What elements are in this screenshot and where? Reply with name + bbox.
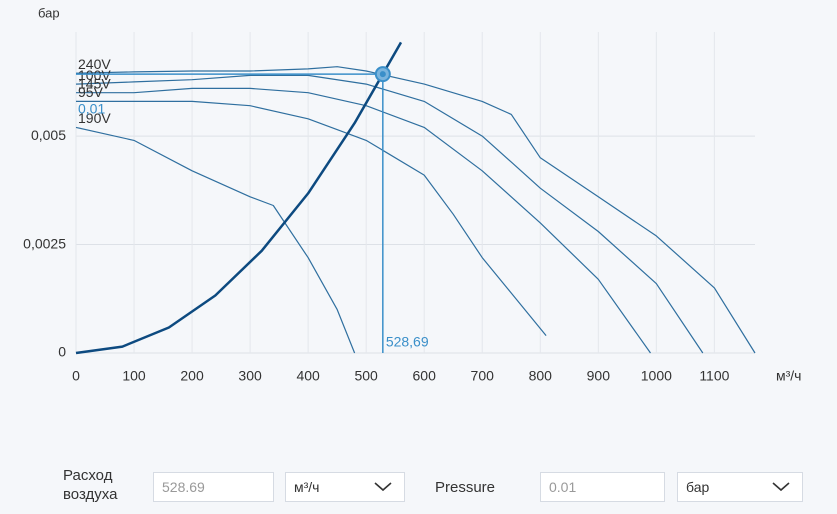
flow-label: Расход воздуха — [63, 467, 118, 503]
y-tick-label: 0,005 — [31, 127, 66, 143]
pressure-unit: бар — [686, 479, 710, 495]
pressure-label: Pressure — [435, 479, 496, 496]
flow-unit-select[interactable]: м³/ч — [285, 472, 405, 502]
fan-curve — [75, 74, 704, 354]
pressure-input[interactable]: 0.01 — [540, 472, 665, 502]
chevron — [772, 482, 790, 492]
series-label: 190V — [78, 110, 111, 126]
x-tick-label: 1000 — [641, 368, 672, 384]
x-tick-label: 1100 — [699, 368, 729, 384]
series-label: 240V — [78, 56, 111, 72]
fan-curve — [75, 66, 756, 354]
y-tick-label: 0 — [58, 344, 66, 360]
x-tick-label: 900 — [587, 368, 611, 384]
x-tick-label: 600 — [413, 368, 437, 384]
chevron — [374, 482, 392, 492]
operating-point-core — [379, 71, 386, 78]
series-label: 145V — [78, 75, 111, 91]
y-tick-label: 0,0025 — [23, 235, 66, 251]
fan-curve — [75, 126, 356, 354]
flow-unit: м³/ч — [294, 479, 320, 495]
y-value-label: 0,01 — [78, 101, 105, 117]
x-axis-label: м³/ч — [776, 368, 801, 384]
x-tick-label: 700 — [471, 368, 495, 384]
y-axis-label: бар — [38, 5, 60, 20]
x-tick-label: 400 — [296, 368, 320, 384]
x-value-label: 528,69 — [386, 334, 429, 350]
system-curve — [75, 41, 403, 355]
chart: 0 0,0025 0,005 0 100 200 300 400 500 600 700 800 900… — [23, 5, 801, 384]
x-tick-label: 0 — [72, 368, 80, 384]
fan-curve — [76, 87, 651, 354]
x-tick-label: 200 — [180, 368, 204, 384]
flow-input[interactable]: 528.69 — [153, 472, 274, 502]
x-tick-label: 500 — [354, 368, 378, 384]
pressure-unit-select[interactable]: бар — [677, 472, 803, 502]
x-tick-label: 300 — [238, 368, 262, 384]
x-tick-label: 100 — [122, 368, 146, 384]
x-tick-label: 800 — [529, 368, 553, 384]
series-label: 95V — [78, 84, 104, 100]
fan-curve — [76, 100, 547, 336]
